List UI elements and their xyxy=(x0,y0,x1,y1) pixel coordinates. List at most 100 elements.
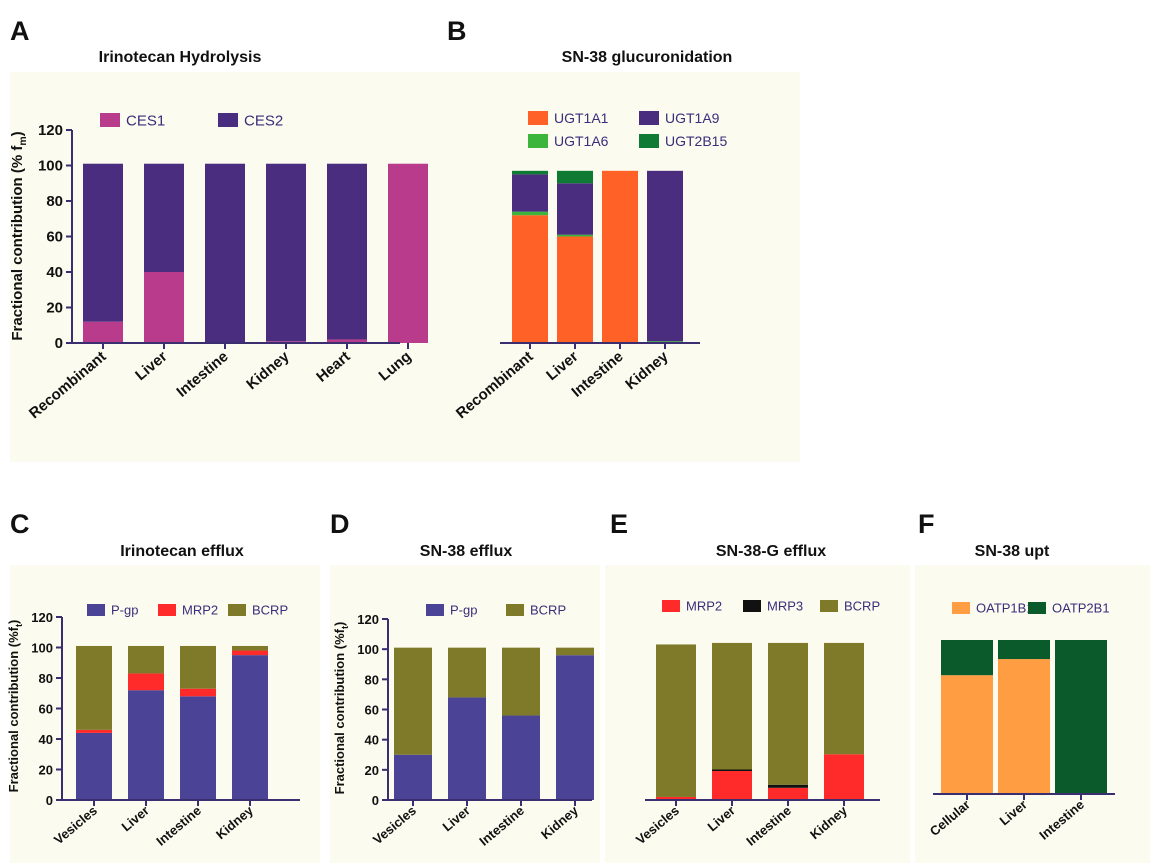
legend-item-bcrp: BCRP xyxy=(228,603,288,618)
bar-segment-ugt1a9-recombinant xyxy=(512,174,548,212)
legend-item-ces1: CES1 xyxy=(100,112,165,129)
bar-segment-p-gp-intestine xyxy=(502,715,540,800)
y-tick-label: 0 xyxy=(55,335,63,352)
legend-swatch xyxy=(952,602,970,614)
legend-item-ugt1a1: UGT1A1 xyxy=(528,110,609,126)
bar-segment-ces2-recombinant xyxy=(83,163,123,322)
legend-item-mrp3: MRP3 xyxy=(743,599,803,614)
y-tick-label: 40 xyxy=(46,264,63,281)
bar-segment-ugt1a9-liver xyxy=(557,183,593,235)
y-tick-label: 20 xyxy=(39,763,53,778)
bar-segment-bcrp-intestine xyxy=(768,642,808,785)
legend-item-mrp2: MRP2 xyxy=(662,599,722,614)
legend-label: UGT2B15 xyxy=(665,133,727,149)
panel-title: SN-38 glucuronidation xyxy=(562,49,733,66)
panel-title: SN-38 efflux xyxy=(420,543,513,560)
bar-segment-ugt1a9-kidney xyxy=(647,170,683,342)
y-tick-label: 100 xyxy=(38,158,63,175)
legend-item-bcrp: BCRP xyxy=(506,603,566,618)
bar-segment-mrp2-vesicles xyxy=(656,796,696,800)
legend-swatch xyxy=(528,111,548,125)
panel-title: SN-38 upt xyxy=(975,543,1050,560)
bar-segment-bcrp-liver xyxy=(448,647,486,698)
legend: P-gp BCRP xyxy=(426,603,566,618)
legend-label: CES2 xyxy=(244,112,283,129)
legend-swatch xyxy=(158,604,176,616)
legend-swatch xyxy=(639,134,659,148)
bar-segment-ugt1a1-recombinant xyxy=(512,215,548,343)
legend: P-gp MRP2 BCRP xyxy=(87,603,288,618)
y-axis-label-end: ) xyxy=(9,131,26,136)
legend-swatch xyxy=(506,604,524,616)
y-axis-label-main: Fractional contribution (%f xyxy=(332,628,347,794)
bar-segment-bcrp-kidney xyxy=(824,642,864,755)
y-tick-label: 100 xyxy=(31,641,53,656)
legend: CES1 CES2 xyxy=(100,112,283,129)
legend-label: BCRP xyxy=(844,599,880,614)
y-tick-label: 120 xyxy=(357,612,379,627)
y-tick-label: 0 xyxy=(46,793,53,808)
legend-label: BCRP xyxy=(252,603,288,618)
bar-segment-bcrp-kidney xyxy=(556,647,594,656)
legend-swatch xyxy=(820,600,838,612)
legend-label: OATP1B1 xyxy=(976,601,1034,616)
legend-label: CES1 xyxy=(126,112,165,129)
y-tick-label: 120 xyxy=(38,122,63,139)
bar-segment-p-gp-kidney xyxy=(556,655,594,800)
bar-segment-bcrp-liver xyxy=(128,645,164,674)
legend-label: P-gp xyxy=(450,603,477,618)
legend-swatch xyxy=(1028,602,1046,614)
y-tick-label: 100 xyxy=(357,642,379,657)
legend-swatch xyxy=(426,604,444,616)
legend-item-bcrp: BCRP xyxy=(820,599,880,614)
y-tick-label: 120 xyxy=(31,610,53,625)
y-axis-label-main: Fractional contribution (% f xyxy=(9,145,26,341)
y-tick-label: 20 xyxy=(46,300,63,317)
bar-segment-bcrp-liver xyxy=(712,642,752,770)
y-tick-label: 40 xyxy=(365,733,379,748)
bar-segment-ugt2b15-recombinant xyxy=(512,170,548,175)
panel-title: Irinotecan Hydrolysis xyxy=(99,49,262,66)
bar-segment-ugt1a6-liver xyxy=(557,234,593,237)
bar-segment-p-gp-vesicles xyxy=(76,732,112,800)
bar-segment-bcrp-vesicles xyxy=(76,645,112,730)
legend-label: BCRP xyxy=(530,603,566,618)
bar-segment-mrp2-kidney xyxy=(232,650,268,656)
panel-letter: A xyxy=(10,16,30,46)
legend-label: MRP3 xyxy=(767,599,803,614)
legend-label: UGT1A1 xyxy=(554,110,609,126)
bar-segment-ces2-intestine xyxy=(205,163,245,343)
bar-segment-p-gp-intestine xyxy=(180,696,216,800)
panel-title: Irinotecan efflux xyxy=(120,543,244,560)
legend-item-p-gp: P-gp xyxy=(426,603,477,618)
bar-segment-mrp2-liver xyxy=(712,771,752,800)
bar-segment-p-gp-liver xyxy=(448,697,486,800)
bar-segment-mrp2-intestine xyxy=(180,688,216,697)
y-tick-label: 80 xyxy=(39,671,53,686)
y-tick-label: 80 xyxy=(365,672,379,687)
bar-segment-ugt1a1-intestine xyxy=(602,170,638,343)
legend-swatch xyxy=(662,600,680,612)
legend-label: OATP2B1 xyxy=(1052,601,1110,616)
bar-segment-mrp2-kidney xyxy=(824,754,864,800)
legend-item-p-gp: P-gp xyxy=(87,603,138,618)
bar-segment-oatp2b1-liver xyxy=(998,640,1050,660)
panel-letter: D xyxy=(330,509,350,539)
legend: UGT1A1 UGT1A9 UGT1A6 UGT2B15 xyxy=(528,110,727,149)
y-tick-label: 60 xyxy=(39,702,53,717)
y-tick-label: 20 xyxy=(365,763,379,778)
legend-label: UGT1A6 xyxy=(554,133,609,149)
panel-letter: F xyxy=(918,509,935,539)
bar-segment-ces2-kidney xyxy=(266,163,306,342)
bar-segment-oatp2b1-intestine xyxy=(1055,640,1107,794)
y-axis-label: Fractional contribution (% fm) xyxy=(9,131,29,340)
panel-letter: C xyxy=(10,509,30,539)
y-tick-label: 80 xyxy=(46,193,63,210)
legend-item-oatp1b1: OATP1B1 xyxy=(952,601,1034,616)
bar-segment-mrp2-liver xyxy=(128,673,164,691)
legend-swatch xyxy=(639,111,659,125)
